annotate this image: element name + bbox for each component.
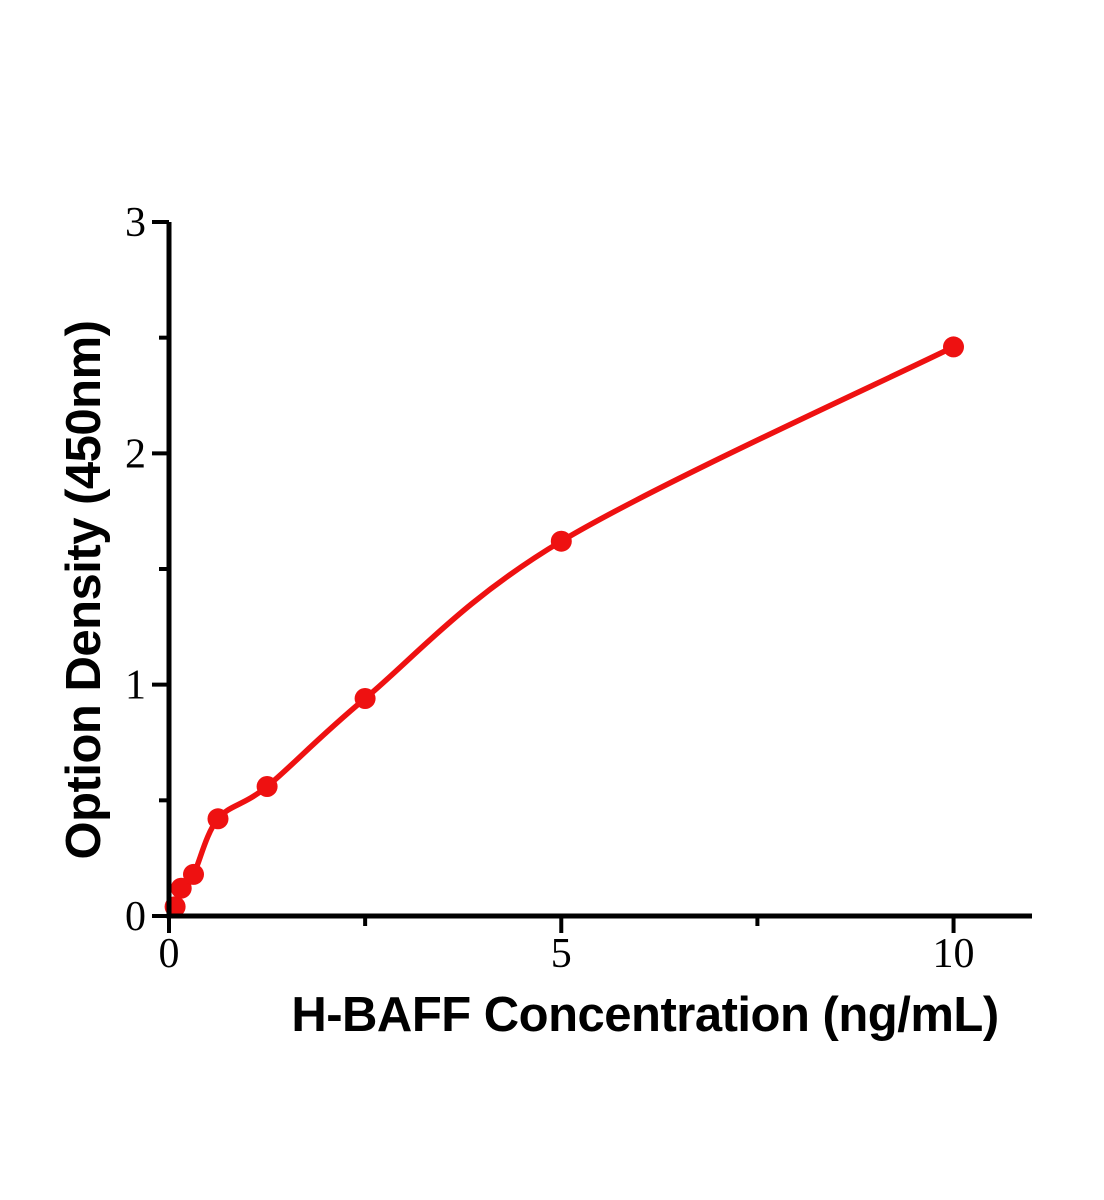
y-tick-label: 1 xyxy=(125,663,146,709)
data-point-marker xyxy=(170,877,192,899)
y-axis-title: Option Density (450nm) xyxy=(57,321,111,860)
data-point-marker xyxy=(550,530,572,552)
data-point-marker xyxy=(943,336,964,358)
x-tick-label: 0 xyxy=(159,931,180,977)
y-tick-label: 2 xyxy=(125,431,146,477)
fit-curve-layer xyxy=(166,344,957,919)
tick-labels-layer: 0 5 10 0 1 2 3 xyxy=(125,200,975,977)
ticks-layer xyxy=(152,220,956,933)
data-point-marker xyxy=(207,808,229,830)
y-tick-label: 0 xyxy=(125,894,146,940)
data-point-marker xyxy=(256,776,278,797)
y-tick-label: 3 xyxy=(125,200,146,246)
x-tick-label: 10 xyxy=(933,931,975,977)
data-point-marker xyxy=(354,688,376,709)
data-point-marker xyxy=(183,863,204,885)
x-axis-title: H-BAFF Concentration (ng/mL) xyxy=(291,988,998,1042)
x-tick-label: 5 xyxy=(551,931,572,977)
axes-layer xyxy=(166,222,1032,919)
data-points-layer xyxy=(164,336,964,918)
fit-curve xyxy=(166,344,957,919)
